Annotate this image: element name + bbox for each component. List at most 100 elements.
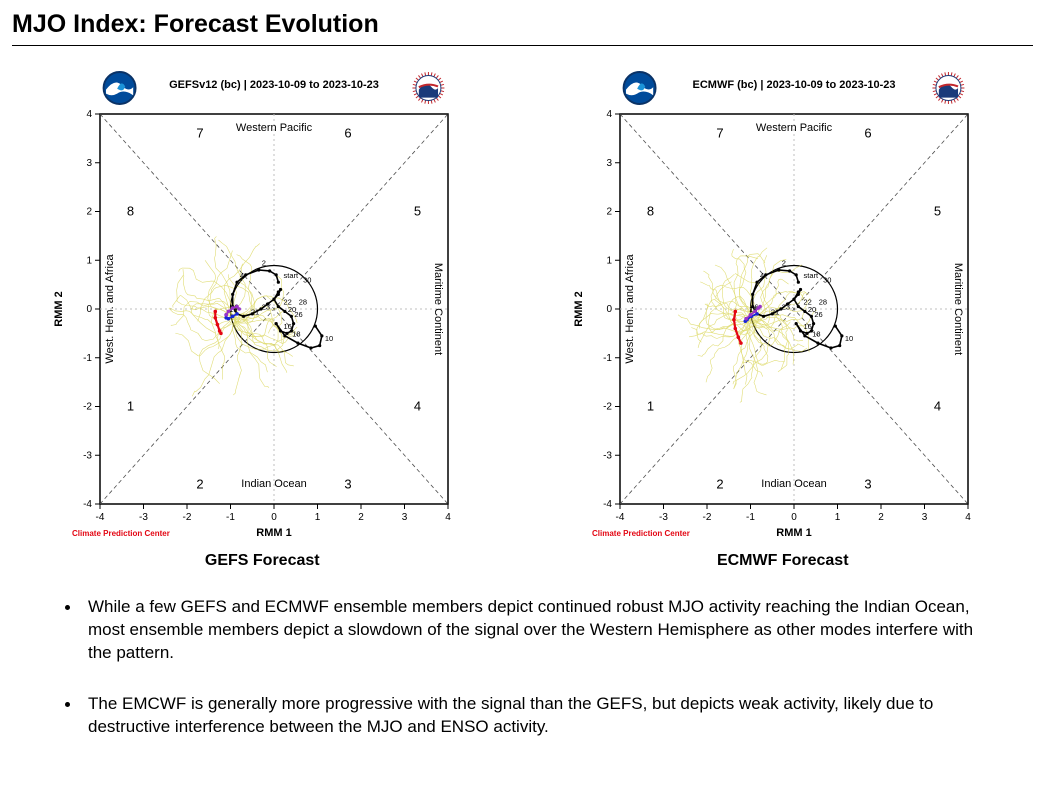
- svg-text:22: 22: [283, 298, 291, 307]
- svg-text:RMM 1: RMM 1: [256, 527, 291, 539]
- chart-ecmwf-block: ECMWF (bc) | 2023-10-09 to 2023-10-23-4-…: [550, 66, 1015, 570]
- svg-text:-4: -4: [616, 512, 625, 523]
- svg-text:Western Pacific: Western Pacific: [236, 122, 313, 134]
- chart-gefs-caption: GEFS Forecast: [205, 552, 320, 570]
- svg-text:8: 8: [647, 204, 654, 219]
- svg-text:22: 22: [804, 298, 812, 307]
- svg-text:RMM 2: RMM 2: [573, 291, 585, 326]
- svg-text:0: 0: [607, 304, 613, 315]
- svg-text:-2: -2: [83, 402, 92, 413]
- svg-text:2: 2: [358, 512, 364, 523]
- svg-text:RMM 1: RMM 1: [777, 527, 812, 539]
- svg-text:18: 18: [292, 329, 300, 338]
- svg-text:4: 4: [445, 512, 451, 523]
- svg-text:1: 1: [86, 255, 92, 266]
- svg-text:-4: -4: [603, 499, 612, 510]
- svg-text:-4: -4: [95, 512, 104, 523]
- svg-text:10: 10: [845, 334, 853, 343]
- svg-text:Western Pacific: Western Pacific: [756, 122, 833, 134]
- chart-gefs: GEFSv12 (bc) | 2023-10-09 to 2023-10-23 -…: [30, 66, 495, 546]
- svg-text:30: 30: [303, 276, 311, 285]
- svg-text:-3: -3: [603, 450, 612, 461]
- svg-text:1: 1: [314, 512, 320, 523]
- svg-text:4: 4: [934, 399, 941, 414]
- svg-text:Indian Ocean: Indian Ocean: [241, 478, 306, 490]
- svg-text:3: 3: [401, 512, 407, 523]
- svg-text:-2: -2: [182, 512, 191, 523]
- svg-text:21: 21: [771, 307, 779, 316]
- bullet-list: While a few GEFS and ECMWF ensemble memb…: [12, 584, 1033, 739]
- svg-text:6: 6: [865, 126, 872, 141]
- svg-text:3: 3: [86, 158, 92, 169]
- svg-text:Climate Prediction Center: Climate Prediction Center: [72, 529, 170, 538]
- svg-text:10: 10: [325, 334, 333, 343]
- svg-text:4: 4: [414, 399, 421, 414]
- svg-text:3: 3: [344, 477, 351, 492]
- svg-text:-3: -3: [659, 512, 668, 523]
- svg-text:-1: -1: [746, 512, 755, 523]
- svg-text:2: 2: [878, 512, 884, 523]
- svg-text:21: 21: [251, 307, 259, 316]
- svg-text:Climate Prediction Center: Climate Prediction Center: [592, 529, 690, 538]
- svg-text:0: 0: [271, 512, 277, 523]
- svg-text:2: 2: [86, 207, 92, 218]
- svg-text:-3: -3: [83, 450, 92, 461]
- svg-text:2: 2: [717, 477, 724, 492]
- bullet-item: The EMCWF is generally more progressive …: [82, 691, 993, 739]
- svg-text:4: 4: [760, 271, 764, 280]
- svg-text:3: 3: [865, 477, 872, 492]
- svg-text:-2: -2: [703, 512, 712, 523]
- svg-text:start: start: [804, 271, 820, 280]
- bullet-item: While a few GEFS and ECMWF ensemble memb…: [82, 594, 993, 665]
- svg-text:2: 2: [196, 477, 203, 492]
- svg-text:7: 7: [196, 126, 203, 141]
- svg-text:5: 5: [934, 204, 941, 219]
- svg-text:3: 3: [922, 512, 928, 523]
- svg-text:16: 16: [804, 322, 812, 331]
- svg-text:West. Hem. and Africa: West. Hem. and Africa: [104, 254, 116, 364]
- svg-text:28: 28: [819, 298, 827, 307]
- svg-text:-1: -1: [226, 512, 235, 523]
- svg-text:ECMWF (bc) | 2023-10-09 to 202: ECMWF (bc) | 2023-10-09 to 2023-10-23: [693, 79, 896, 91]
- svg-text:GEFSv12 (bc) | 2023-10-09 to 2: GEFSv12 (bc) | 2023-10-09 to 2023-10-23: [169, 79, 379, 91]
- svg-text:8: 8: [127, 204, 134, 219]
- svg-text:30: 30: [823, 276, 831, 285]
- chart-ecmwf: ECMWF (bc) | 2023-10-09 to 2023-10-23-4-…: [550, 66, 1015, 546]
- svg-text:18: 18: [812, 329, 820, 338]
- svg-text:23: 23: [262, 302, 270, 311]
- svg-text:3: 3: [607, 158, 613, 169]
- svg-text:4: 4: [86, 109, 92, 120]
- svg-text:-4: -4: [83, 499, 92, 510]
- svg-text:4: 4: [965, 512, 971, 523]
- chart-ecmwf-caption: ECMWF Forecast: [717, 552, 849, 570]
- svg-text:Maritime Continent: Maritime Continent: [952, 263, 964, 355]
- svg-text:4: 4: [240, 271, 244, 280]
- svg-text:1: 1: [647, 399, 654, 414]
- svg-text:28: 28: [299, 298, 307, 307]
- svg-text:0: 0: [791, 512, 797, 523]
- svg-text:1: 1: [835, 512, 841, 523]
- page-title: MJO Index: Forecast Evolution: [12, 10, 1033, 46]
- svg-text:16: 16: [283, 322, 291, 331]
- svg-text:RMM 2: RMM 2: [53, 291, 65, 326]
- svg-text:Indian Ocean: Indian Ocean: [762, 478, 827, 490]
- svg-text:-1: -1: [603, 353, 612, 364]
- svg-text:2: 2: [782, 259, 786, 268]
- svg-text:start: start: [283, 271, 299, 280]
- svg-text:-1: -1: [83, 353, 92, 364]
- svg-text:-2: -2: [603, 402, 612, 413]
- svg-text:Maritime Continent: Maritime Continent: [432, 263, 444, 355]
- svg-text:1: 1: [127, 399, 134, 414]
- svg-text:-3: -3: [139, 512, 148, 523]
- svg-text:4: 4: [607, 109, 613, 120]
- svg-text:0: 0: [86, 304, 92, 315]
- svg-text:7: 7: [717, 126, 724, 141]
- chart-gefs-block: GEFSv12 (bc) | 2023-10-09 to 2023-10-23 -…: [30, 66, 495, 570]
- svg-text:2: 2: [262, 259, 266, 268]
- svg-text:6: 6: [344, 126, 351, 141]
- svg-text:26: 26: [815, 310, 823, 319]
- charts-row: GEFSv12 (bc) | 2023-10-09 to 2023-10-23 -…: [12, 66, 1033, 570]
- svg-text:26: 26: [294, 310, 302, 319]
- svg-text:5: 5: [414, 204, 421, 219]
- svg-text:1: 1: [607, 255, 613, 266]
